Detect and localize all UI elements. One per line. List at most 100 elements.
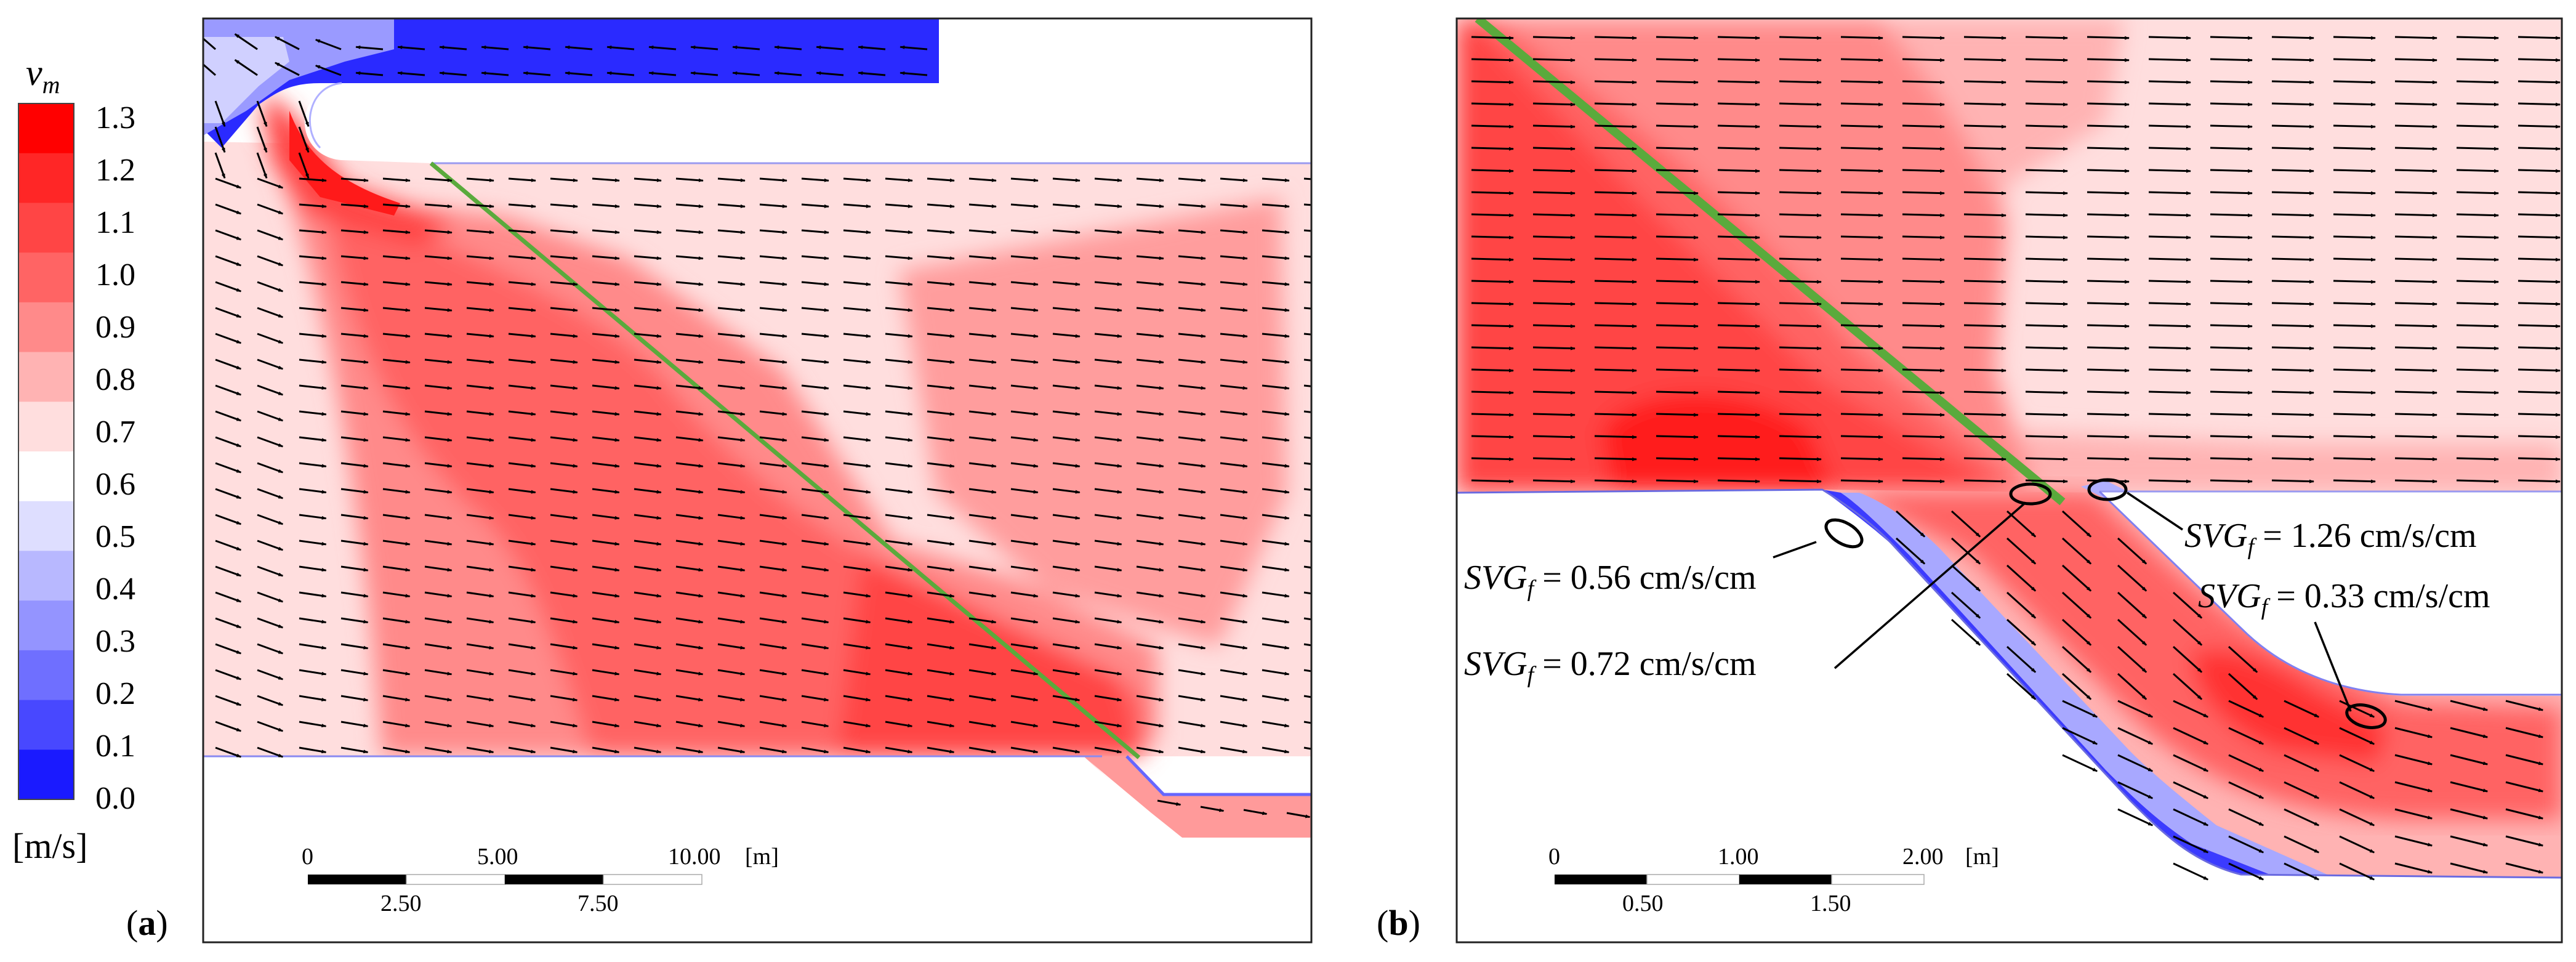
- velocity-vector: [1010, 540, 1039, 546]
- velocity-vector: [2271, 169, 2314, 173]
- velocity-vector: [717, 436, 746, 442]
- velocity-vector: [382, 643, 411, 650]
- velocity-vector: [1303, 436, 1311, 439]
- velocity-vector: [508, 203, 536, 208]
- velocity-vector: [215, 281, 242, 293]
- velocity-vector: [1010, 410, 1039, 416]
- velocity-vector: [424, 488, 453, 494]
- annotation-value: = 0.72 cm/s/cm: [1542, 645, 1757, 683]
- velocity-vector: [1262, 514, 1290, 520]
- velocity-vector: [2271, 147, 2314, 151]
- velocity-vector: [2518, 280, 2561, 284]
- velocity-vector: [592, 358, 620, 364]
- velocity-vector: [801, 177, 829, 182]
- velocity-vector: [927, 384, 955, 390]
- velocity-vector: [508, 384, 536, 390]
- velocity-vector: [1136, 695, 1164, 701]
- velocity-vector: [2210, 169, 2253, 173]
- velocity-vector: [592, 617, 620, 624]
- annotation-value: = 0.33 cm/s/cm: [2276, 577, 2490, 615]
- panel-a-below: [203, 756, 1311, 942]
- velocity-vector: [215, 229, 242, 241]
- velocity-vector: [298, 126, 310, 153]
- velocity-vector: [1594, 413, 1637, 417]
- velocity-vector: [1717, 435, 1760, 439]
- velocity-vector: [690, 71, 718, 76]
- panel-b-scale-tick-2: 2.00: [1902, 844, 1944, 870]
- velocity-vector: [927, 695, 955, 701]
- panel-a-zone-1.3: [289, 111, 400, 216]
- velocity-vector: [816, 45, 844, 51]
- velocity-vector: [1178, 384, 1206, 390]
- velocity-vector: [1052, 462, 1081, 468]
- velocity-vector: [843, 436, 871, 442]
- velocity-vector: [885, 695, 913, 701]
- velocity-vector: [466, 591, 494, 598]
- velocity-vector: [1262, 229, 1290, 235]
- velocity-vector: [759, 488, 787, 494]
- velocity-vector: [2210, 147, 2253, 151]
- velocity-vector: [1717, 147, 1760, 151]
- velocity-vector: [2505, 727, 2544, 738]
- velocity-vector: [1963, 479, 2006, 483]
- velocity-vector: [592, 333, 620, 338]
- velocity-vector: [1717, 390, 1760, 395]
- colorbar-level-label: 0.4: [95, 572, 135, 607]
- velocity-vector: [466, 695, 494, 701]
- velocity-vector: [2450, 808, 2489, 820]
- velocity-vector: [1717, 368, 1760, 373]
- velocity-vector: [1594, 257, 1637, 262]
- velocity-vector: [675, 514, 704, 520]
- velocity-vector: [927, 177, 955, 182]
- velocity-vector: [1594, 80, 1637, 84]
- panel-b-boundary-blue: [1822, 490, 2278, 878]
- velocity-vector: [1656, 479, 1699, 483]
- velocity-vector: [858, 71, 886, 76]
- velocity-vector: [634, 591, 662, 598]
- velocity-vector: [1303, 462, 1311, 465]
- velocity-vector: [1532, 124, 1576, 129]
- velocity-vector: [2505, 781, 2544, 793]
- velocity-vector: [1594, 346, 1637, 350]
- velocity-vector: [2172, 645, 2203, 673]
- velocity-vector: [1136, 591, 1164, 598]
- velocity-vector: [2456, 191, 2499, 195]
- velocity-vector: [885, 203, 913, 208]
- velocity-vector: [1178, 462, 1206, 468]
- velocity-vector: [2456, 457, 2499, 461]
- annotation-sub: f: [2261, 594, 2268, 621]
- colorbar-level-label: 0.1: [95, 729, 135, 764]
- velocity-vector: [2271, 191, 2314, 195]
- velocity-vector: [2271, 479, 2314, 483]
- velocity-vector: [2271, 302, 2314, 306]
- velocity-vector: [1594, 368, 1637, 373]
- velocity-vector: [550, 436, 578, 442]
- velocity-vector: [717, 255, 746, 261]
- velocity-vector: [1010, 695, 1039, 701]
- velocity-vector: [2333, 58, 2376, 62]
- velocity-vector: [1136, 177, 1164, 182]
- velocity-vector: [2333, 147, 2376, 151]
- velocity-vector: [1052, 721, 1081, 728]
- velocity-vector: [340, 410, 369, 416]
- velocity-vector: [299, 643, 327, 650]
- velocity-vector: [275, 36, 300, 51]
- panel-b-scalebar: [1555, 874, 1925, 885]
- velocity-vector: [592, 177, 620, 182]
- panel-b-tag: (b): [1377, 903, 1420, 943]
- velocity-vector: [1840, 213, 1883, 217]
- velocity-vector: [1840, 280, 1883, 284]
- velocity-vector: [215, 203, 242, 215]
- velocity-vector: [1902, 213, 1945, 217]
- velocity-vector: [675, 333, 704, 338]
- velocity-vector: [256, 152, 268, 179]
- velocity-vector: [675, 721, 704, 728]
- velocity-vector: [508, 307, 536, 312]
- velocity-vector: [1656, 280, 1699, 284]
- velocity-vector: [843, 591, 871, 598]
- velocity-vector: [2228, 862, 2264, 881]
- velocity-vector: [1656, 213, 1699, 217]
- velocity-vector: [424, 281, 453, 286]
- velocity-vector: [2117, 808, 2154, 827]
- panel-b-chute-1.2: [2192, 649, 2389, 764]
